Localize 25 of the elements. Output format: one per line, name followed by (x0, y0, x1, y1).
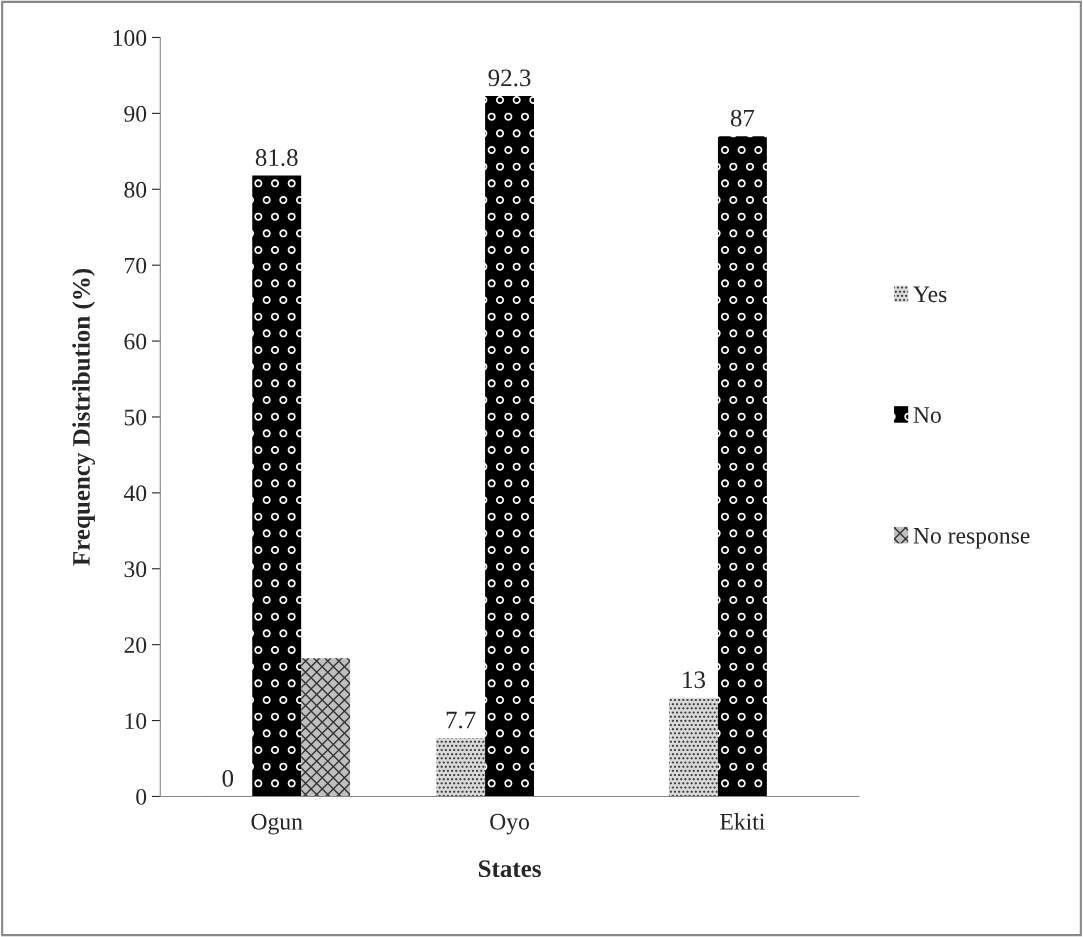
legend-label: Yes (913, 286, 947, 303)
y-axis-title: Frequency Distribution (%) (72, 268, 96, 566)
y-tick-label: 20 (124, 637, 147, 654)
y-tick-label: 90 (124, 105, 147, 122)
y-tick-label: 30 (124, 561, 147, 578)
data-label: 87 (730, 109, 755, 127)
y-tick-label: 100 (113, 29, 147, 46)
y-tick-label: 60 (124, 333, 147, 350)
x-tick-label: Ogun (251, 813, 303, 835)
x-axis-title: States (478, 860, 541, 878)
data-label: 7.7 (446, 711, 476, 729)
y-tick-label: 40 (123, 485, 147, 502)
y-tick-label: 10 (125, 713, 147, 729)
y-tick-label: 70 (125, 257, 147, 274)
legend-label: No response (913, 527, 1030, 549)
data-label: 13 (683, 671, 706, 689)
data-label: 81.8 (255, 149, 298, 167)
x-tick-label: Ekiti (720, 813, 765, 830)
legend-label: No (913, 407, 941, 423)
y-tick-label: 80 (124, 181, 147, 198)
y-tick-label: 0 (136, 788, 147, 805)
y-tick-label: 50 (124, 409, 147, 426)
x-tick-label: Oyo (490, 813, 529, 835)
data-label: 92.3 (488, 69, 531, 87)
data-label: 0 (222, 769, 234, 787)
